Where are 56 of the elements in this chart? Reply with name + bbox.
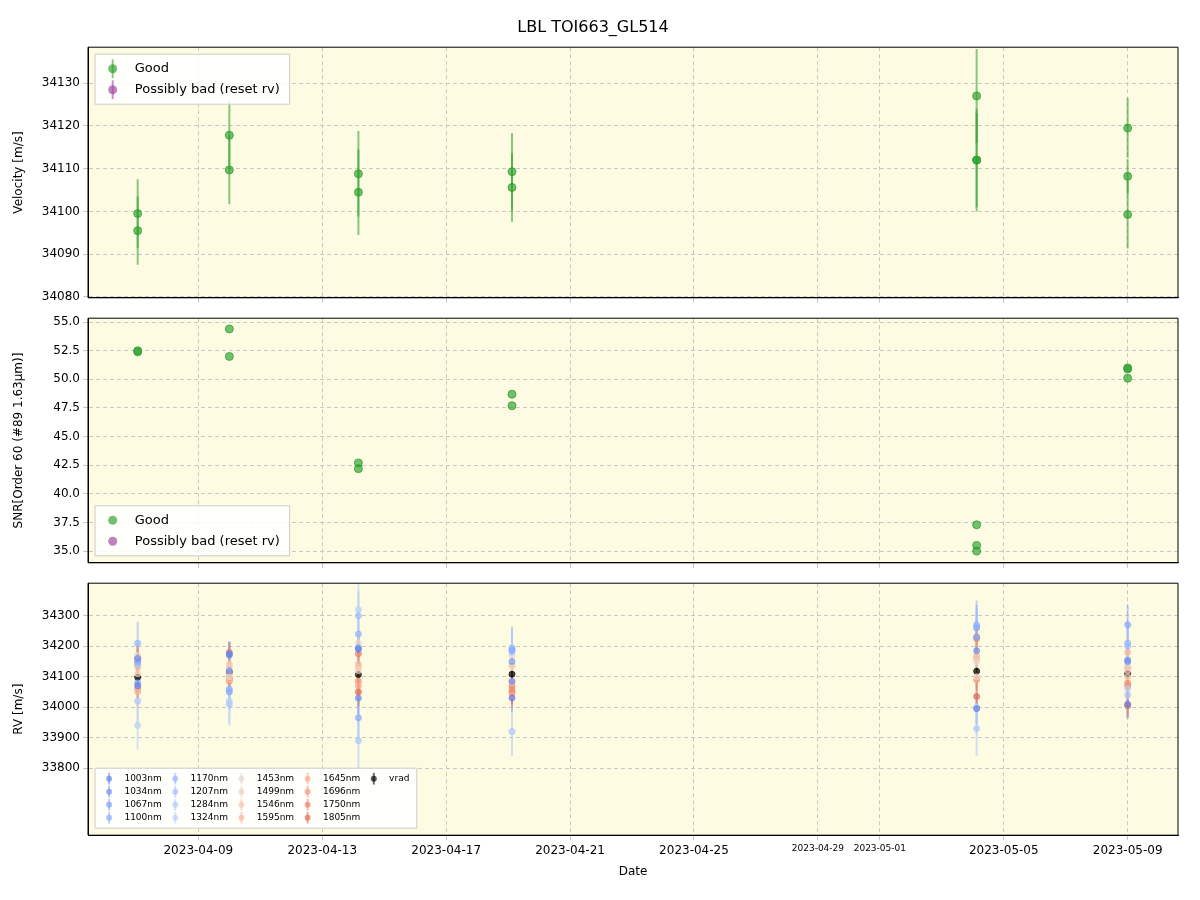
x-tick-label: 2023-04-09	[163, 842, 234, 857]
x-tick-label: 2023-05-01	[853, 842, 906, 853]
y-tick-label: 33800	[41, 760, 80, 775]
legend-label: Possibly bad (reset rv)	[134, 81, 280, 97]
legend-label: 1546nm	[256, 799, 295, 810]
legend-label: 1453nm	[256, 773, 295, 784]
x-tick-label: 2023-05-09	[1092, 842, 1163, 857]
y-tick-label: 50.0	[53, 371, 80, 386]
y-tick-label: 40.0	[53, 485, 80, 500]
x-tick-label: 2023-04-21	[535, 842, 605, 857]
x-tick-label: 2023-05-05	[968, 842, 1039, 857]
y-tick-label: 45.0	[53, 428, 80, 443]
legend-label: 1324nm	[190, 812, 228, 823]
y-axis-title: RV [m/s]	[11, 683, 26, 735]
legend-label: 1805nm	[322, 812, 361, 823]
y-tick-label: 37.5	[53, 514, 80, 529]
y-tick-label: 34130	[41, 75, 80, 90]
legend-label: 1499nm	[256, 786, 295, 797]
legend-label: 1284nm	[190, 799, 228, 810]
y-tick-label: 34300	[41, 607, 80, 622]
y-tick-label: 34120	[41, 118, 80, 133]
y-tick-label: 33900	[41, 729, 80, 744]
y-tick-label: 34000	[41, 699, 80, 714]
x-tick-label: 2023-04-25	[659, 842, 729, 857]
chart-title: LBL TOI663_GL514	[517, 16, 669, 37]
legend-label: 1170nm	[190, 773, 228, 784]
y-tick-label: 34110	[41, 160, 80, 175]
legend-label: 1645nm	[322, 773, 361, 784]
y-axis-title: SNR[Order 60 (#89 1.63μm)]	[11, 352, 26, 529]
legend-label: Good	[134, 60, 170, 76]
legend-label: 1034nm	[124, 786, 162, 797]
y-tick-label: 34090	[41, 246, 80, 261]
legend-label: 1100nm	[124, 812, 162, 823]
y-tick-label: 34200	[41, 638, 80, 653]
y-tick-label: 34100	[41, 668, 80, 683]
y-tick-label: 34080	[41, 289, 80, 304]
y-tick-label: 42.5	[53, 457, 80, 472]
legend-label: Possibly bad (reset rv)	[134, 532, 280, 548]
y-tick-label: 55.0	[53, 314, 80, 329]
legend-label: vrad	[389, 773, 410, 784]
legend-label: 1696nm	[322, 786, 361, 797]
legend-label: 1003nm	[124, 773, 162, 784]
x-tick-label: 2023-04-29	[791, 842, 845, 853]
y-tick-label: 47.5	[53, 400, 80, 415]
x-tick-label: 2023-04-17	[411, 842, 482, 857]
x-tick-label: 2023-04-13	[287, 842, 358, 857]
x-axis-title: Date	[618, 863, 648, 878]
legend-label: 1595nm	[256, 812, 295, 823]
legend-label: Good	[134, 511, 170, 527]
y-axis-title: Velocity [m/s]	[11, 131, 26, 214]
legend-label: 1750nm	[322, 799, 361, 810]
legend-label: 1067nm	[124, 799, 162, 810]
y-tick-label: 52.5	[53, 342, 80, 357]
y-tick-label: 35.0	[53, 543, 80, 558]
legend-label: 1207nm	[190, 786, 228, 797]
y-tick-label: 34100	[41, 203, 80, 218]
